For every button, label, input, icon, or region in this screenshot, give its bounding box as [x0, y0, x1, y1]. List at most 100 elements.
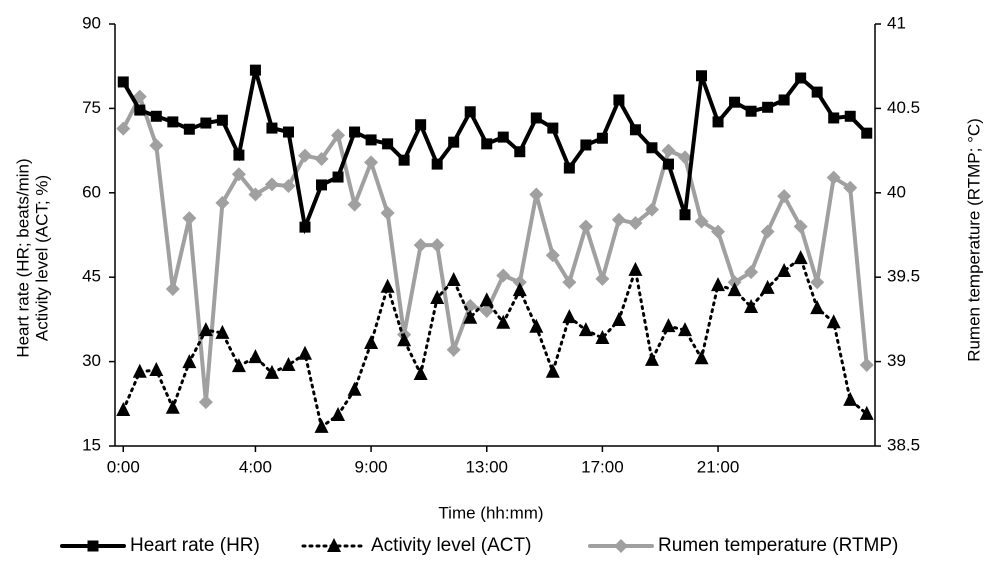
data-point: [282, 126, 294, 138]
data-point: [479, 292, 494, 307]
data-point: [314, 418, 329, 433]
data-point: [316, 179, 328, 191]
data-point: [150, 110, 162, 122]
data-point: [578, 322, 593, 337]
data-point: [149, 138, 164, 153]
data-point: [828, 112, 840, 124]
data-point: [167, 116, 179, 128]
data-point: [430, 290, 445, 305]
data-point: [364, 155, 379, 170]
data-point: [299, 221, 311, 233]
data-point: [562, 275, 577, 290]
data-point: [430, 238, 445, 253]
data-point: [365, 134, 377, 146]
data-point: [744, 299, 759, 314]
legend-marker: [614, 539, 628, 553]
data-point: [694, 350, 709, 365]
data-point: [810, 275, 825, 290]
x-tick-label: 9:00: [355, 457, 388, 476]
data-point: [233, 149, 245, 161]
data-point: [843, 180, 858, 195]
data-point: [578, 219, 593, 234]
data-point: [810, 300, 825, 315]
legend-marker: [87, 540, 99, 552]
data-point: [331, 407, 346, 422]
y-tick-label: 90: [82, 13, 101, 32]
data-point: [696, 70, 708, 82]
data-point: [446, 272, 461, 287]
data-point: [529, 187, 544, 202]
data-point: [331, 128, 346, 143]
data-point: [349, 126, 361, 138]
data-point: [859, 357, 874, 372]
y2-tick-label: 40.5: [887, 98, 920, 117]
data-point: [562, 309, 577, 324]
legend-label: Activity level (ACT): [371, 535, 531, 556]
data-point: [165, 399, 180, 414]
data-point: [398, 154, 410, 166]
data-point: [413, 238, 428, 253]
y-tick-label: 30: [82, 351, 101, 370]
y-tick-label: 75: [82, 98, 101, 117]
data-point: [448, 136, 460, 148]
data-point: [231, 358, 246, 373]
data-point: [843, 391, 858, 406]
data-point: [514, 146, 526, 158]
y-tick-label: 45: [82, 267, 101, 286]
legend-label: Rumen temperature (RTMP): [658, 535, 898, 556]
data-point: [547, 122, 559, 134]
data-point: [264, 177, 279, 192]
data-point: [117, 76, 129, 88]
data-point: [314, 152, 329, 167]
data-point: [777, 263, 792, 278]
x-tick-label: 0:00: [107, 457, 140, 476]
data-point: [529, 318, 544, 333]
data-point: [183, 123, 195, 135]
data-point: [563, 162, 575, 174]
y2-tick-label: 38.5: [887, 435, 920, 454]
data-point: [679, 209, 691, 221]
data-point: [431, 158, 443, 170]
data-point: [826, 314, 841, 329]
data-point: [249, 64, 261, 76]
data-point: [182, 354, 197, 369]
data-point: [727, 282, 742, 297]
data-point: [826, 170, 841, 185]
data-point: [644, 202, 659, 217]
data-point: [298, 148, 312, 163]
data-point: [364, 335, 379, 350]
data-point: [859, 405, 874, 420]
series-line: [121, 69, 869, 235]
data-point: [481, 138, 493, 150]
data-point: [248, 349, 263, 364]
data-point: [415, 119, 427, 131]
data-point: [711, 224, 726, 239]
data-point: [694, 214, 709, 229]
legend-marker: [327, 538, 341, 552]
y-tick-label: 60: [82, 182, 101, 201]
data-point: [347, 197, 362, 212]
y2-tick-label: 39: [887, 351, 906, 370]
data-point: [711, 277, 726, 292]
data-point: [678, 150, 692, 165]
series-line: [121, 255, 869, 430]
data-point: [613, 94, 625, 106]
y2-tick-label: 41: [887, 13, 906, 32]
data-point: [215, 324, 230, 339]
y2-tick-label: 39.5: [887, 267, 920, 286]
data-point: [134, 104, 146, 116]
data-point: [149, 362, 164, 377]
x-tick-label: 21:00: [697, 457, 740, 476]
data-point: [530, 112, 542, 124]
data-point: [380, 206, 395, 221]
data-point: [628, 261, 643, 276]
data-point: [861, 127, 873, 139]
data-point: [678, 322, 692, 337]
y-tick-label: 15: [82, 435, 101, 454]
data-point: [198, 395, 213, 410]
data-point: [611, 311, 626, 326]
data-point: [777, 189, 792, 204]
data-point: [380, 278, 395, 293]
data-point: [595, 271, 610, 286]
data-point: [248, 187, 263, 202]
